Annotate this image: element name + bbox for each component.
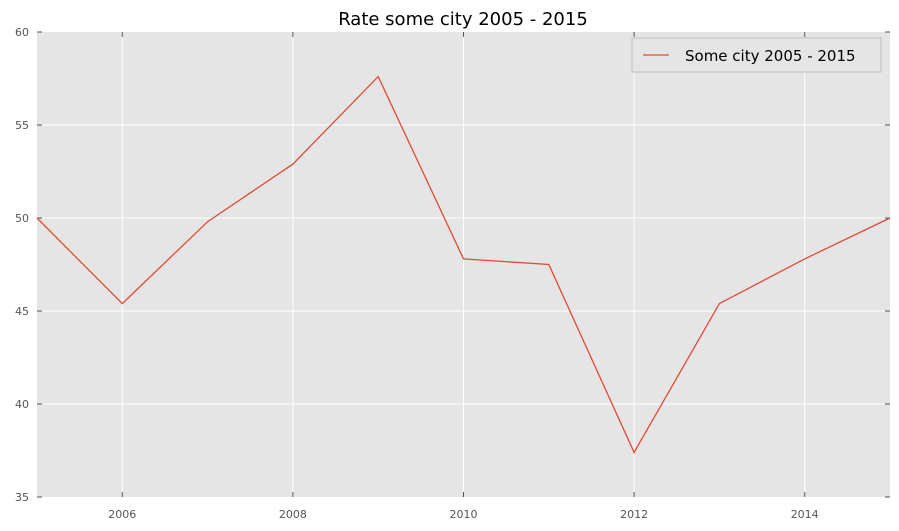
y-tick-label: 50 bbox=[15, 212, 29, 225]
chart-title: Rate some city 2005 - 2015 bbox=[338, 9, 588, 30]
y-tick-label: 40 bbox=[15, 398, 29, 411]
series-layer bbox=[36, 75, 891, 454]
legend-box bbox=[631, 37, 882, 73]
y-tick-label: 35 bbox=[15, 491, 29, 504]
series-line bbox=[36, 75, 891, 454]
x-tick-label: 2012 bbox=[620, 508, 648, 521]
y-tick-label: 60 bbox=[15, 26, 29, 39]
x-tick-label: 2010 bbox=[450, 508, 478, 521]
y-tick-label: 55 bbox=[15, 119, 29, 132]
legend-label: Some city 2005 - 2015 bbox=[685, 47, 856, 65]
x-tick-label: 2008 bbox=[279, 508, 307, 521]
x-tick-label: 2014 bbox=[791, 508, 819, 521]
grid bbox=[37, 32, 890, 497]
x-tick-label: 2006 bbox=[108, 508, 136, 521]
axis-ticks: 2006 2008 2010 2012 2014 35 40 45 50 55 60 bbox=[15, 26, 890, 521]
y-tick-label: 45 bbox=[15, 305, 29, 318]
legend: Some city 2005 - 2015 bbox=[631, 37, 882, 73]
